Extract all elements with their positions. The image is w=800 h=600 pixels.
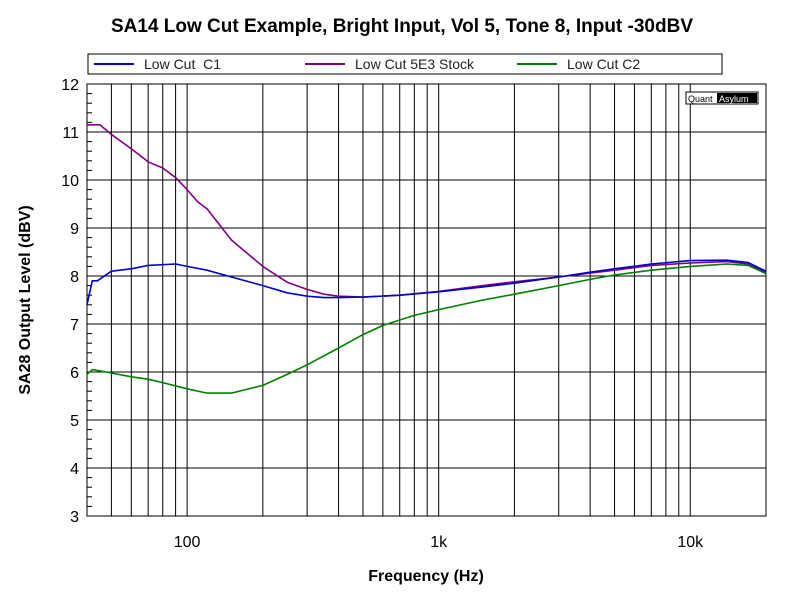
y-tick-label: 8 (70, 269, 79, 286)
y-tick-label: 9 (70, 221, 79, 238)
y-tick-label: 4 (70, 461, 79, 478)
x-axis-label: Frequency (Hz) (368, 568, 484, 585)
y-tick-label: 12 (61, 77, 79, 94)
watermark-part1: Quant (688, 94, 713, 104)
y-tick-label: 5 (70, 413, 79, 430)
series-line-1 (86, 259, 767, 305)
series-lines (86, 124, 767, 394)
y-tick-label: 6 (70, 365, 79, 382)
legend-label-2: Low Cut 5E3 Stock (355, 56, 475, 72)
x-tick-label: 10k (677, 534, 704, 551)
legend: Low Cut C1 Low Cut 5E3 Stock Low Cut C2 (87, 53, 723, 75)
watermark-part2: Asylum (719, 94, 749, 104)
series-line-2 (87, 124, 767, 298)
y-tick-label: 11 (62, 125, 79, 142)
y-tick-label: 3 (70, 509, 79, 526)
y-tick-label: 7 (70, 317, 79, 334)
plot-frame (86, 83, 767, 517)
y-minor-ticks (87, 83, 92, 517)
y-tick-label: 10 (61, 173, 79, 190)
quantasylum-watermark: Quant Asylum (685, 91, 759, 105)
legend-box (87, 53, 723, 75)
y-axis-label: SA28 Output Level (dBV) (17, 205, 34, 394)
legend-label-3: Low Cut C2 (567, 56, 640, 72)
legend-label-1: Low Cut C1 (144, 56, 221, 72)
chart-title: SA14 Low Cut Example, Bright Input, Vol … (111, 16, 693, 37)
grid (87, 84, 766, 516)
watermark-fill (717, 93, 757, 103)
y-axis-ticks: 3 4 5 6 7 8 9 10 11 12 (61, 77, 79, 526)
series-line-3 (86, 263, 767, 394)
x-axis-ticks: 100 1k 10k (174, 534, 704, 551)
x-tick-label: 100 (174, 534, 201, 551)
x-tick-label: 1k (430, 534, 448, 551)
